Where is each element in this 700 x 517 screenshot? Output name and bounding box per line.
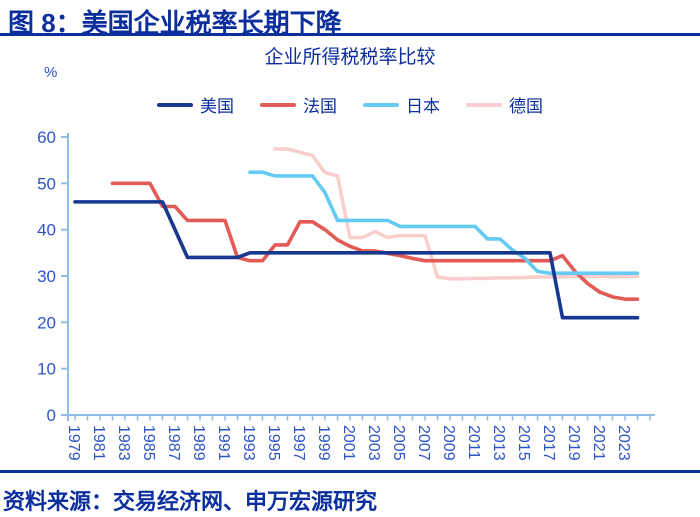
y-tick-label: 40 (37, 221, 56, 240)
x-tick-label: 2011 (465, 425, 482, 460)
x-tick-label: 2021 (590, 425, 607, 461)
series-line-德国 (273, 147, 640, 281)
chart-legend: 美国 法国 日本 德国 (0, 92, 700, 117)
legend-item-japan: 日本 (363, 92, 440, 117)
x-tick-label: 1993 (240, 425, 257, 461)
legend-label-france: 法国 (303, 97, 337, 116)
source-note: 资料来源：交易经济网、申万宏源研究 (3, 489, 378, 514)
y-tick-label: 60 (37, 128, 56, 147)
x-tick-label: 1997 (290, 425, 307, 461)
legend-swatch-usa (157, 102, 193, 107)
y-tick-label: 20 (37, 313, 56, 332)
x-tick-label: 1989 (190, 425, 207, 461)
legend-label-japan: 日本 (406, 97, 440, 116)
chart-title: 企业所得税税率比较 (264, 47, 436, 68)
legend-label-germany: 德国 (509, 97, 543, 116)
footer-divider (0, 470, 700, 473)
x-tick-label: 2009 (440, 425, 457, 461)
x-tick-label: 2007 (415, 425, 432, 461)
x-tick-label: 1995 (265, 425, 282, 461)
x-tick-label: 2013 (490, 425, 507, 461)
y-tick-label: 50 (37, 174, 56, 193)
y-tick-label: 0 (47, 406, 56, 425)
x-tick-label: 2003 (365, 425, 382, 461)
legend-label-usa: 美国 (200, 97, 234, 116)
x-tick-label: 2015 (515, 425, 532, 461)
legend-swatch-germany (466, 102, 502, 107)
legend-swatch-france (260, 102, 296, 107)
x-tick-label: 2017 (540, 425, 557, 461)
y-tick-label: 30 (37, 267, 56, 286)
y-axis-unit-label: % (44, 64, 58, 81)
series-line-日本 (248, 170, 640, 276)
series-line-法国 (110, 181, 640, 301)
x-tick-label: 1999 (315, 425, 332, 461)
x-tick-label: 1981 (90, 425, 107, 461)
series-line-美国 (73, 200, 640, 320)
x-tick-label: 2023 (615, 425, 632, 461)
y-tick-label: 10 (37, 360, 56, 379)
legend-swatch-japan (363, 102, 399, 107)
legend-item-germany: 德国 (466, 92, 543, 117)
x-tick-label: 2019 (565, 425, 582, 461)
x-tick-label: 1987 (165, 425, 182, 461)
x-tick-label: 1991 (215, 425, 232, 461)
x-tick-label: 1985 (140, 425, 157, 461)
x-tick-label: 2005 (390, 425, 407, 461)
x-tick-label: 2001 (340, 425, 357, 461)
x-tick-label: 1979 (65, 425, 82, 461)
legend-item-france: 法国 (260, 92, 337, 117)
x-tick-label: 1983 (115, 425, 132, 461)
legend-item-usa: 美国 (157, 92, 234, 117)
header-divider (0, 33, 700, 36)
